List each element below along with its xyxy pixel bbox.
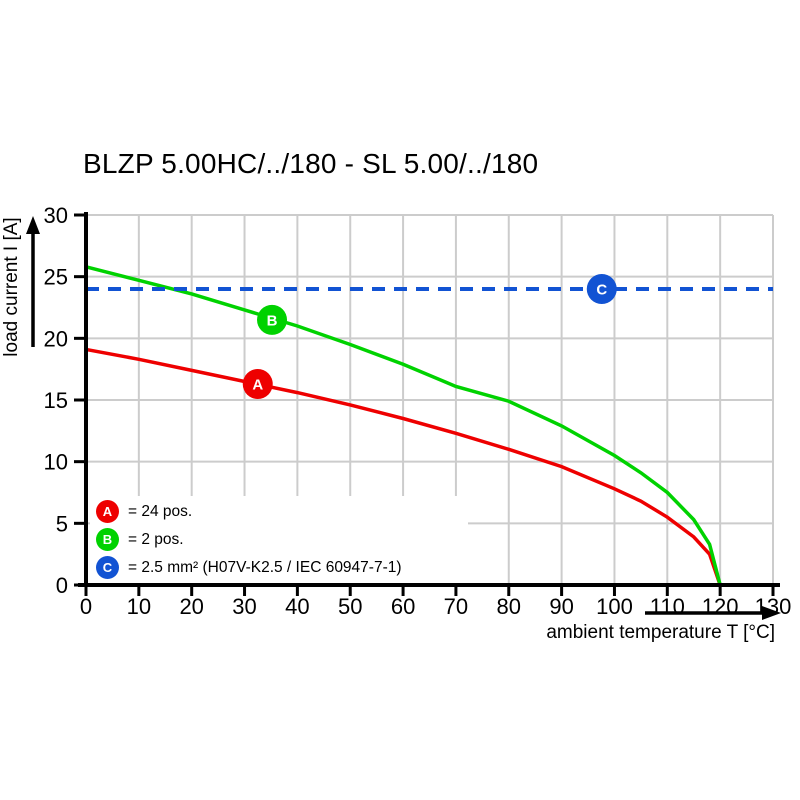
marker-c: C — [586, 274, 617, 304]
x-tick-label: 0 — [80, 594, 92, 619]
x-tick-label: 60 — [391, 594, 415, 619]
legend-label-b: = 2 pos. — [128, 530, 184, 548]
y-tick-label: 5 — [56, 511, 68, 536]
legend-item-b: B = 2 pos. — [96, 528, 468, 551]
tick-labels: 0 10 20 30 40 50 60 70 80 90 100 110 120 130051015202… — [44, 203, 792, 619]
legend-label-c: = 2.5 mm² (H07V-K2.5 / IEC 60947-7-1) — [128, 558, 402, 576]
svg-text:A: A — [252, 376, 263, 393]
x-tick-label: 90 — [549, 594, 573, 619]
y-tick-label: 20 — [44, 326, 68, 351]
svg-text:C: C — [596, 282, 607, 299]
svg-text:B: B — [267, 312, 278, 329]
marker-b: B — [257, 304, 288, 335]
legend-item-c: C = 2.5 mm² (H07V-K2.5 / IEC 60947-7-1) — [96, 556, 468, 579]
y-axis-arrowhead-icon — [26, 216, 40, 234]
x-tick-label: 100 — [596, 594, 633, 619]
y-axis-label: load current I [A] — [1, 217, 22, 357]
legend-marker-a-icon: A — [96, 500, 119, 523]
y-tick-label: 15 — [44, 388, 68, 413]
legend-marker-c-icon: C — [96, 556, 119, 579]
legend-label-a: = 24 pos. — [128, 502, 193, 520]
legend: A = 24 pos. B = 2 pos. C = 2.5 mm² (H07V… — [90, 496, 468, 583]
y-tick-label: 30 — [44, 203, 68, 228]
legend-marker-b-icon: B — [96, 528, 119, 551]
marker-a: A — [242, 368, 273, 399]
x-tick-label: 110 — [650, 594, 685, 619]
x-tick-label: 70 — [444, 594, 468, 619]
x-tick-label: 30 — [232, 594, 256, 619]
y-tick-label: 25 — [44, 265, 68, 290]
y-tick-label: 10 — [44, 450, 68, 475]
x-tick-label: 10 — [127, 594, 151, 619]
axis-ticks — [74, 213, 775, 596]
curve-b — [85, 265, 722, 586]
x-tick-label: 20 — [179, 594, 203, 619]
x-tick-label: 80 — [497, 594, 521, 619]
axis-arrows — [26, 216, 781, 620]
y-tick-label: 0 — [56, 573, 68, 598]
x-tick-label: 40 — [285, 594, 309, 619]
x-tick-label: 120 — [702, 594, 739, 619]
chart-title: BLZP 5.00HC/../180 - SL 5.00/../180 — [83, 148, 539, 179]
legend-item-a: A = 24 pos. — [96, 500, 468, 523]
x-tick-label: 50 — [338, 594, 362, 619]
curve-a — [85, 347, 722, 586]
x-axis-label: ambient temperature T [°C] — [546, 622, 775, 643]
x-axis-arrowhead-icon — [762, 606, 781, 620]
